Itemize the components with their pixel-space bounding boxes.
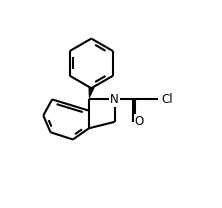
Text: Cl: Cl	[162, 93, 173, 106]
Text: O: O	[135, 115, 144, 128]
Text: N: N	[110, 93, 119, 106]
